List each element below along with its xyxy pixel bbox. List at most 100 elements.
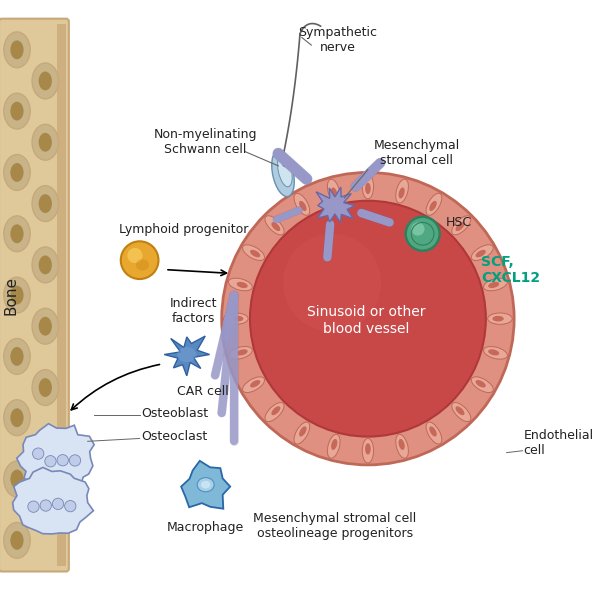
Circle shape (250, 201, 486, 436)
Ellipse shape (10, 163, 23, 182)
Ellipse shape (242, 245, 265, 260)
Text: SCF,
CXCL12: SCF, CXCL12 (481, 254, 540, 285)
Polygon shape (56, 24, 66, 566)
Ellipse shape (197, 477, 214, 492)
Ellipse shape (476, 250, 486, 257)
Ellipse shape (488, 349, 499, 355)
Ellipse shape (242, 377, 265, 393)
Ellipse shape (250, 250, 260, 257)
Circle shape (32, 448, 44, 460)
Ellipse shape (271, 222, 280, 231)
Ellipse shape (493, 316, 504, 321)
Circle shape (406, 217, 440, 251)
Polygon shape (13, 467, 94, 534)
Ellipse shape (229, 346, 252, 359)
Polygon shape (181, 461, 230, 509)
Ellipse shape (38, 133, 52, 152)
Ellipse shape (328, 179, 340, 203)
Ellipse shape (452, 216, 471, 235)
Circle shape (412, 222, 425, 235)
Circle shape (121, 241, 158, 279)
Ellipse shape (4, 522, 30, 558)
Text: Sympathetic
nerve: Sympathetic nerve (298, 26, 377, 54)
Ellipse shape (38, 439, 52, 458)
Text: Lymphoid progenitor: Lymphoid progenitor (119, 222, 248, 235)
Circle shape (52, 498, 64, 509)
Ellipse shape (32, 308, 58, 344)
Ellipse shape (10, 531, 23, 550)
Ellipse shape (32, 63, 58, 99)
Ellipse shape (10, 101, 23, 120)
Ellipse shape (38, 378, 52, 397)
Ellipse shape (398, 187, 405, 199)
Ellipse shape (455, 406, 464, 415)
Ellipse shape (362, 438, 374, 463)
Ellipse shape (365, 443, 371, 454)
Ellipse shape (32, 186, 58, 222)
Text: Osteoblast: Osteoblast (142, 407, 209, 419)
Ellipse shape (10, 409, 23, 427)
Ellipse shape (229, 278, 252, 291)
Ellipse shape (398, 439, 405, 450)
Ellipse shape (426, 193, 442, 215)
Ellipse shape (331, 439, 337, 450)
Text: Osteoclast: Osteoclast (142, 430, 208, 443)
Circle shape (70, 455, 80, 466)
Text: Macrophage: Macrophage (167, 521, 244, 534)
Circle shape (28, 501, 39, 512)
Ellipse shape (328, 434, 340, 458)
Ellipse shape (265, 403, 284, 422)
Ellipse shape (4, 461, 30, 497)
Text: Mesenchymal stromal cell
osteolineage progenitors: Mesenchymal stromal cell osteolineage pr… (253, 512, 416, 540)
Ellipse shape (4, 216, 30, 251)
Ellipse shape (4, 277, 30, 313)
Text: Indirect
factors: Indirect factors (170, 297, 217, 325)
Ellipse shape (136, 259, 149, 270)
Ellipse shape (396, 434, 409, 458)
Ellipse shape (10, 470, 23, 489)
Ellipse shape (272, 150, 294, 196)
Ellipse shape (250, 380, 260, 387)
Ellipse shape (294, 193, 310, 215)
Ellipse shape (38, 317, 52, 336)
Text: Endothelial
cell: Endothelial cell (524, 429, 593, 457)
Circle shape (45, 455, 56, 467)
Ellipse shape (472, 245, 493, 260)
Ellipse shape (299, 201, 307, 211)
Ellipse shape (488, 313, 512, 324)
Text: Non-myelinating
Schwann cell: Non-myelinating Schwann cell (154, 128, 257, 156)
Ellipse shape (10, 286, 23, 305)
Ellipse shape (201, 481, 211, 489)
Ellipse shape (362, 174, 374, 199)
Ellipse shape (32, 431, 58, 467)
Ellipse shape (429, 426, 437, 436)
Circle shape (65, 500, 76, 512)
Text: Mesenchymal
stromal cell: Mesenchymal stromal cell (374, 139, 460, 167)
Ellipse shape (232, 316, 244, 321)
Ellipse shape (484, 346, 508, 359)
Ellipse shape (32, 369, 58, 406)
Ellipse shape (331, 187, 337, 199)
Ellipse shape (299, 426, 307, 436)
Ellipse shape (32, 247, 58, 283)
Circle shape (283, 234, 381, 332)
Ellipse shape (178, 347, 196, 362)
Ellipse shape (32, 492, 58, 528)
Ellipse shape (282, 161, 292, 167)
Ellipse shape (472, 377, 493, 393)
Ellipse shape (396, 179, 409, 203)
FancyBboxPatch shape (0, 18, 69, 572)
Text: Bone: Bone (4, 276, 19, 314)
Circle shape (127, 248, 142, 263)
Ellipse shape (38, 256, 52, 275)
Circle shape (40, 500, 52, 511)
Ellipse shape (10, 224, 23, 243)
Circle shape (221, 173, 514, 465)
Ellipse shape (4, 32, 30, 68)
Ellipse shape (32, 125, 58, 160)
Ellipse shape (38, 72, 52, 90)
Text: HSC: HSC (445, 216, 472, 229)
Ellipse shape (236, 282, 248, 288)
Ellipse shape (265, 216, 284, 235)
Ellipse shape (38, 194, 52, 213)
